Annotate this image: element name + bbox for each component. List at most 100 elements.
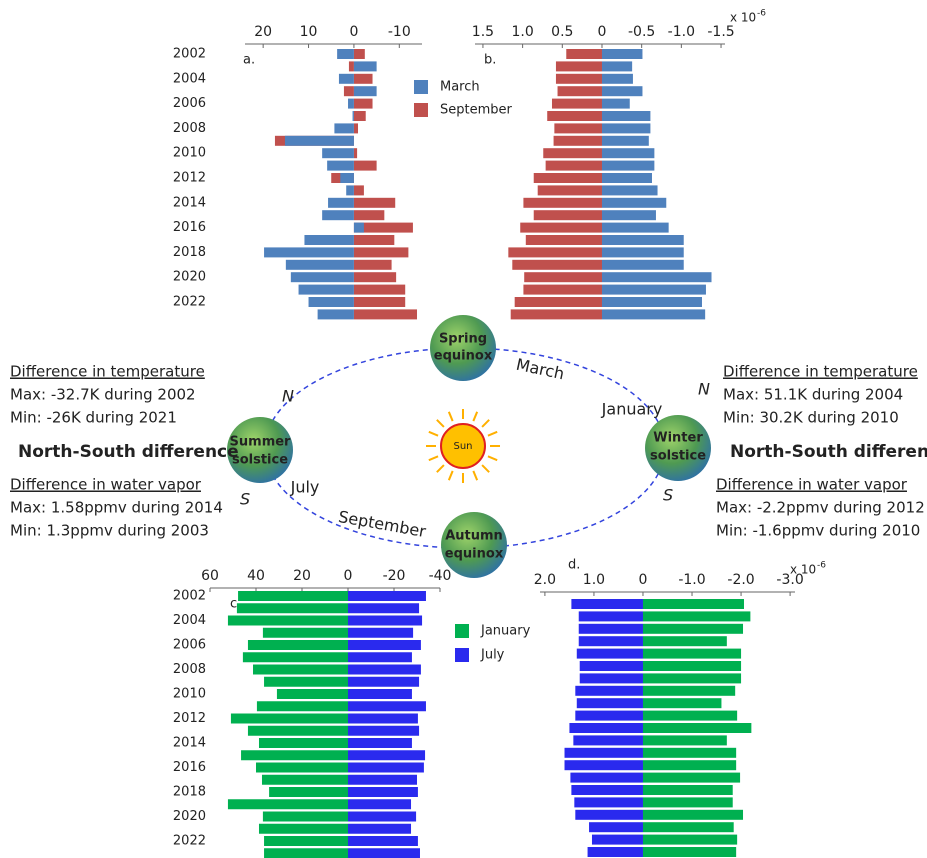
bar: [264, 677, 348, 687]
y-tick-label: 2022: [173, 295, 206, 310]
bar: [354, 99, 373, 109]
bar: [348, 99, 354, 109]
bar: [602, 185, 658, 195]
sun: Sun: [426, 409, 500, 483]
bar: [348, 775, 417, 785]
x-tick-label: -40: [429, 568, 452, 584]
info-line: Max: 51.1K during 2004: [723, 386, 903, 404]
pole-label: S: [663, 486, 673, 505]
bar: [299, 285, 354, 295]
bar: [523, 198, 602, 208]
bar: [256, 763, 348, 773]
info-title: Difference in temperature: [723, 363, 918, 381]
bar: [269, 787, 348, 797]
bar: [348, 628, 413, 638]
x-tick-label: 10: [300, 24, 318, 40]
bar: [348, 787, 418, 797]
bar: [552, 99, 602, 109]
bar: [588, 847, 643, 857]
season-label: solstice: [650, 449, 706, 464]
bar: [602, 285, 706, 295]
pole-label: N: [698, 380, 710, 399]
bar: [322, 210, 354, 220]
bar: [238, 591, 348, 601]
bar: [515, 297, 602, 307]
bar: [348, 616, 422, 626]
bar: [346, 185, 354, 195]
multiplier: x 10: [730, 11, 756, 25]
month-label: September: [337, 507, 428, 541]
x-tick-label: 1.0: [583, 572, 605, 588]
bar: [354, 309, 417, 319]
heading: North-South difference: [730, 442, 927, 462]
bar: [643, 822, 734, 832]
multiplier-exponent: -6: [757, 9, 766, 19]
bar: [602, 297, 702, 307]
bar: [354, 297, 405, 307]
bar: [643, 810, 743, 820]
bar: [569, 723, 643, 733]
bar: [354, 49, 365, 59]
bar: [354, 223, 364, 233]
info-line: Min: -26K during 2021: [10, 409, 177, 427]
bar: [348, 603, 419, 613]
bar: [354, 247, 408, 257]
info-line: Max: 1.58ppmv during 2014: [10, 499, 223, 517]
bar: [318, 309, 354, 319]
panel-label: b.: [484, 53, 496, 68]
bar: [348, 799, 411, 809]
bar: [348, 665, 421, 675]
y-tick-label: 2012: [173, 711, 206, 726]
y-tick-label: 2004: [173, 613, 206, 628]
x-tick-label: -1.0: [668, 24, 695, 40]
bar: [602, 235, 684, 245]
bar: [228, 616, 348, 626]
bar: [643, 686, 735, 696]
bar: [354, 123, 358, 133]
bar: [575, 686, 643, 696]
y-tick-label: 2012: [173, 171, 206, 186]
info-line: Min: 30.2K during 2010: [723, 409, 899, 427]
x-tick-label: 0: [344, 568, 353, 584]
month-label: January: [601, 400, 663, 419]
bar: [534, 173, 602, 183]
bar: [579, 636, 643, 646]
bar: [554, 123, 602, 133]
y-tick-label: 2016: [173, 760, 206, 775]
bar: [354, 86, 377, 96]
bar: [543, 148, 602, 158]
bar: [643, 611, 750, 621]
bar: [602, 136, 649, 146]
bar: [643, 735, 727, 745]
bar: [354, 61, 377, 71]
x-tick-label: 1.5: [472, 24, 494, 40]
bar: [575, 810, 643, 820]
y-tick-label: 2016: [173, 220, 206, 235]
earth-spring: Spring equinox: [430, 315, 496, 381]
info-line: Min: -1.6ppmv during 2010: [716, 522, 920, 540]
x-tick-label: -1.0: [678, 572, 705, 588]
legend-swatch: [455, 624, 469, 638]
bar: [643, 698, 721, 708]
bar: [592, 835, 643, 845]
bar: [523, 285, 602, 295]
bar: [264, 836, 348, 846]
sun-ray: [429, 432, 438, 436]
sun-ray: [488, 456, 497, 460]
bar: [248, 640, 348, 650]
bar: [354, 148, 357, 158]
bar: [571, 599, 643, 609]
bar: [580, 673, 643, 683]
month-label: July: [290, 478, 320, 497]
bar: [602, 74, 633, 84]
bar: [344, 86, 354, 96]
bar: [277, 689, 348, 699]
sun-ray: [437, 465, 444, 472]
bar: [354, 235, 394, 245]
bar: [349, 61, 354, 71]
x-tick-label: 0: [598, 24, 607, 40]
bar: [565, 760, 643, 770]
bar: [340, 173, 354, 183]
bar: [538, 185, 602, 195]
bar: [348, 701, 426, 711]
